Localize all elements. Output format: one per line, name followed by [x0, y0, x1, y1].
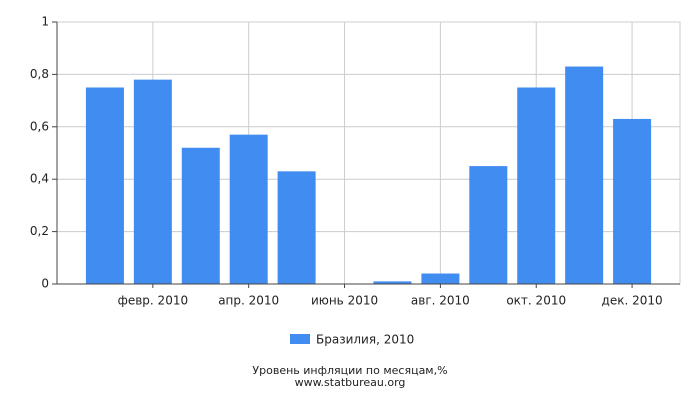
- y-tick-label: 0,2: [30, 224, 49, 238]
- bar: [565, 66, 604, 284]
- y-tick-label: 0,6: [30, 119, 49, 133]
- x-tick-label: июнь 2010: [311, 294, 378, 308]
- y-tick-label: 1: [41, 15, 49, 29]
- y-tick-label: 0: [41, 277, 49, 291]
- bar: [517, 87, 556, 284]
- bar: [421, 273, 460, 284]
- x-tick-label: авг. 2010: [411, 294, 470, 308]
- bar: [469, 166, 508, 284]
- x-tick-label: окт. 2010: [506, 294, 566, 308]
- legend-label: Бразилия, 2010: [316, 333, 414, 347]
- bar: [181, 147, 220, 284]
- y-tick-label: 0,4: [30, 172, 49, 186]
- bar: [613, 118, 652, 284]
- x-tick-label: апр. 2010: [218, 294, 279, 308]
- bar: [373, 281, 412, 284]
- bar: [229, 134, 268, 284]
- bar: [85, 87, 124, 284]
- bar: [277, 171, 316, 284]
- footer-source: www.statbureau.org: [295, 376, 406, 389]
- y-tick-label: 0,8: [30, 67, 49, 81]
- legend-swatch: [290, 334, 310, 344]
- footer-title: Уровень инфляции по месяцам,%: [252, 364, 447, 377]
- bar: [133, 79, 172, 284]
- x-tick-label: февр. 2010: [118, 294, 189, 308]
- x-tick-label: дек. 2010: [602, 294, 663, 308]
